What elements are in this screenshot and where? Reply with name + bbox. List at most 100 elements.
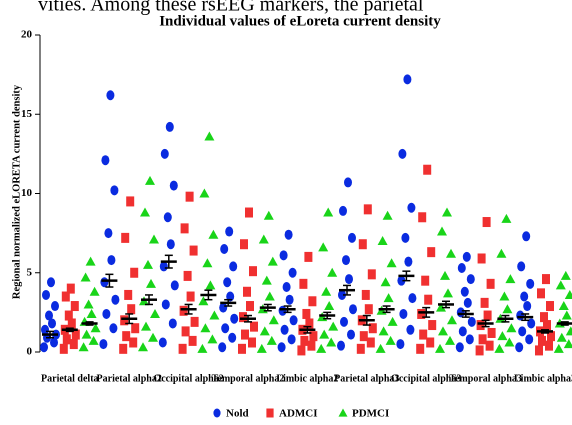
point (542, 274, 550, 285)
point (241, 329, 249, 340)
point (467, 316, 476, 327)
point (344, 177, 352, 188)
point (51, 301, 59, 312)
point (416, 343, 425, 354)
point (161, 299, 170, 310)
point (547, 331, 555, 342)
point (323, 207, 334, 217)
point (230, 313, 239, 324)
point (258, 234, 269, 244)
point (207, 334, 218, 344)
point (107, 255, 116, 266)
point (455, 342, 464, 353)
point (458, 326, 467, 337)
point (523, 301, 532, 312)
point (249, 266, 257, 277)
point (186, 291, 195, 302)
point (166, 239, 175, 250)
point (496, 248, 507, 258)
point (150, 308, 160, 318)
point (326, 337, 337, 347)
point (408, 293, 417, 304)
point (48, 318, 56, 329)
point (475, 345, 484, 356)
point (99, 339, 108, 350)
point (316, 343, 327, 353)
point (89, 286, 100, 296)
point (399, 308, 408, 319)
x-tick-label: Temporal alpha2 (212, 373, 285, 384)
point (553, 343, 564, 353)
point (401, 232, 410, 243)
point (148, 332, 158, 342)
point (41, 324, 49, 335)
point (486, 278, 495, 289)
point (419, 329, 428, 340)
point (86, 308, 97, 318)
point (124, 289, 133, 300)
point (380, 277, 391, 287)
point (321, 286, 332, 296)
legend-marker (266, 408, 274, 418)
point (348, 232, 356, 243)
point (218, 342, 227, 353)
point (356, 343, 365, 354)
point (457, 262, 466, 273)
point (83, 299, 94, 309)
point (359, 331, 368, 342)
point (342, 255, 350, 266)
point (240, 239, 248, 250)
point (264, 291, 275, 301)
point (129, 337, 138, 348)
point (221, 323, 230, 334)
point (460, 286, 469, 297)
point (208, 229, 219, 239)
point (220, 243, 229, 254)
point (487, 327, 496, 338)
point (338, 289, 346, 300)
point (200, 323, 211, 333)
point (483, 310, 492, 321)
point (169, 180, 178, 191)
point (564, 289, 572, 299)
point (229, 261, 238, 272)
point (478, 334, 487, 345)
legend-label: ADMCI (279, 408, 318, 420)
point (70, 301, 79, 312)
point (324, 301, 335, 311)
point (61, 291, 70, 302)
point (67, 318, 76, 329)
point (209, 310, 220, 320)
point (537, 288, 545, 299)
point (71, 329, 80, 340)
point (219, 302, 228, 313)
point (183, 270, 192, 281)
point (256, 343, 267, 353)
point (501, 213, 512, 223)
point (205, 280, 216, 290)
point (398, 148, 407, 159)
point (406, 324, 415, 335)
legend-label: PDMCI (352, 408, 389, 420)
point (238, 343, 246, 354)
point (102, 308, 111, 319)
point (78, 342, 89, 352)
point (526, 278, 535, 289)
point (546, 301, 554, 312)
point (382, 210, 393, 220)
point (563, 339, 572, 349)
point (397, 275, 406, 286)
point (127, 304, 136, 315)
point (366, 337, 375, 348)
point (367, 269, 376, 280)
point (59, 343, 68, 354)
point (561, 310, 572, 320)
point (427, 247, 436, 258)
point (131, 323, 140, 334)
point (396, 339, 405, 350)
point (358, 239, 367, 250)
point (302, 308, 311, 319)
point (305, 318, 314, 329)
y-axis-label: Regional normalized eLORETA current dens… (11, 84, 22, 299)
point (268, 315, 279, 325)
